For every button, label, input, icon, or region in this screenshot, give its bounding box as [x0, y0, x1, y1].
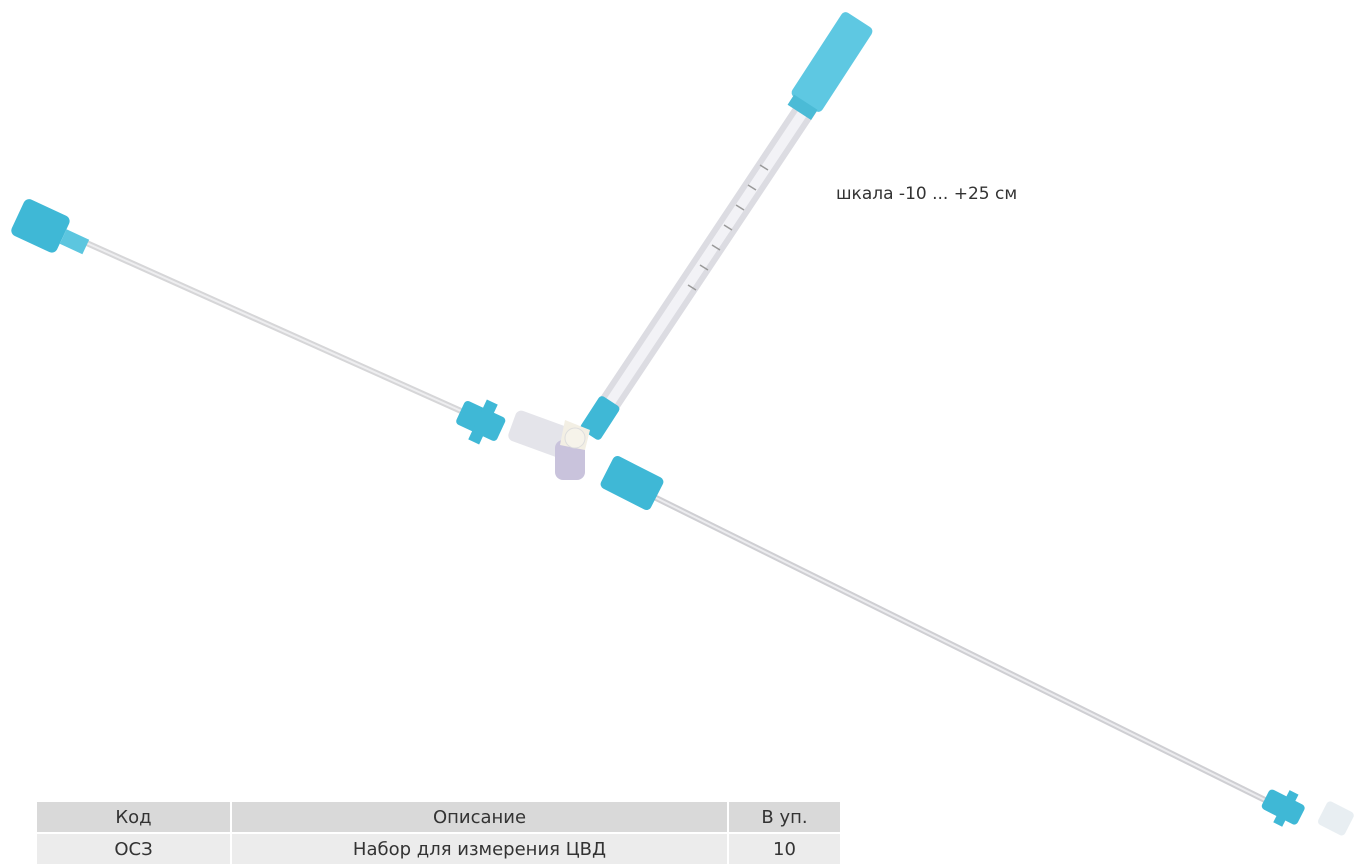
header-cell: Описание	[232, 802, 727, 832]
stopcock	[507, 409, 590, 480]
table-cell: 10	[729, 834, 840, 864]
header-row: Код Описание В уп.	[37, 802, 840, 832]
table-row: ОСЗ Набор для измерения ЦВД 10	[37, 834, 840, 864]
page: {"annotation": "шкала -10 ... +25 см", "…	[0, 0, 1361, 845]
table-cell: ОСЗ	[37, 834, 230, 864]
header-cell: Код	[37, 802, 230, 832]
header-cell: В уп.	[729, 802, 840, 832]
product-photo	[0, 0, 1361, 845]
scale-annotation: шкала -10 ... +25 см	[836, 184, 1017, 204]
table-cell: Набор для измерения ЦВД	[232, 834, 727, 864]
spec-table: Код Описание В уп. ОСЗ Набор для измерен…	[35, 800, 842, 866]
tubes	[80, 105, 1275, 805]
connectors	[9, 10, 1355, 837]
